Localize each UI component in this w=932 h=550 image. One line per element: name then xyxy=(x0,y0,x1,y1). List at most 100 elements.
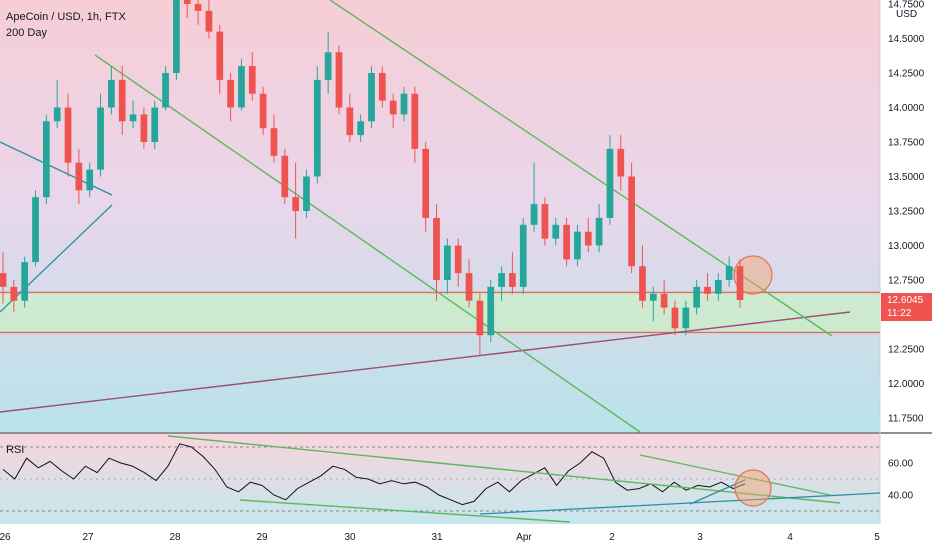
rsi-label[interactable]: RSI xyxy=(6,444,25,456)
candle-body xyxy=(173,0,180,74)
rsi-tick-label: 60.00 xyxy=(888,459,913,470)
candle-body xyxy=(628,176,635,267)
candle-body xyxy=(53,107,61,122)
price-tick-label: 12.7500 xyxy=(888,276,925,287)
candle-body xyxy=(682,307,690,329)
candle-body xyxy=(324,52,332,80)
ma-200-day-line[interactable] xyxy=(0,311,851,413)
candle-body xyxy=(639,266,646,301)
price-tick-label: 14.7500 xyxy=(888,0,925,11)
candle-body xyxy=(118,79,126,122)
candle-body xyxy=(422,148,430,218)
candle-body xyxy=(444,245,451,280)
rsi-highlight-circle[interactable] xyxy=(734,469,772,507)
candle-body xyxy=(563,224,570,260)
candle-body xyxy=(292,197,299,211)
candle-body xyxy=(108,79,115,108)
rsi-resistance-trendline[interactable] xyxy=(167,435,841,504)
price-tick-label: 12.2500 xyxy=(888,345,925,356)
currency-label: USD xyxy=(896,9,918,20)
candle-body xyxy=(346,107,354,136)
channel-lower-trendline[interactable] xyxy=(94,54,641,433)
highlight-circle[interactable] xyxy=(733,255,773,295)
candle-body xyxy=(671,307,679,329)
candle-body xyxy=(617,148,625,177)
last-price-badge: 12.6045 11:22 xyxy=(881,293,932,321)
candle-body xyxy=(183,0,191,4)
candle-body xyxy=(378,73,386,101)
price-tick-label: 14.0000 xyxy=(888,103,925,114)
rsi-support-trendline[interactable] xyxy=(239,499,571,523)
chart-header: ApeCoin / USD, 1h, FTX 200 Day xyxy=(6,9,126,41)
candle-body xyxy=(541,204,549,239)
price-tick-label: 14.5000 xyxy=(888,34,925,45)
time-tick-label: Apr xyxy=(516,532,532,543)
candle-body xyxy=(248,66,256,94)
candle-body xyxy=(151,107,159,142)
price-tick-label: 13.2500 xyxy=(888,207,925,218)
rsi-line[interactable] xyxy=(2,443,746,506)
candle-body xyxy=(552,224,560,239)
candle-body xyxy=(574,231,581,260)
indicator-label[interactable]: 200 Day xyxy=(6,27,47,39)
candle-body xyxy=(498,273,505,287)
descending-resistance-trendline[interactable] xyxy=(329,0,833,337)
candle-body xyxy=(725,266,733,280)
rsi-upper-trendline[interactable] xyxy=(639,454,831,496)
short-resistance-line[interactable] xyxy=(0,141,113,196)
time-tick-label: 31 xyxy=(431,532,443,543)
bar-countdown: 11:22 xyxy=(887,308,912,319)
candle-body xyxy=(411,93,419,149)
candle-body xyxy=(97,107,104,170)
candle-body xyxy=(368,73,375,122)
candle-body xyxy=(660,293,668,308)
candle-body xyxy=(465,273,473,301)
time-tick-label: 27 xyxy=(82,532,94,543)
candle-body xyxy=(216,31,224,80)
candle-body xyxy=(433,217,440,280)
candle-body xyxy=(335,52,343,108)
price-tick-label: 13.0000 xyxy=(888,241,925,252)
candle-body xyxy=(357,121,365,136)
last-price-value: 12.6045 xyxy=(887,295,924,306)
candle-body xyxy=(714,280,722,294)
candle-body xyxy=(0,273,7,287)
candle-body xyxy=(140,114,148,142)
candle-body xyxy=(75,162,83,191)
candle-body xyxy=(519,224,527,287)
support-zone[interactable] xyxy=(0,292,880,333)
rsi-tick-label: 40.00 xyxy=(888,491,913,502)
candle-body xyxy=(281,155,289,198)
candle-body xyxy=(129,114,137,122)
time-tick-label: 26 xyxy=(0,532,11,543)
candle-body xyxy=(584,231,592,246)
candle-body xyxy=(270,128,278,156)
candle-body xyxy=(693,286,701,308)
time-axis-background xyxy=(0,524,932,550)
candle-body xyxy=(476,300,484,336)
candle-body xyxy=(736,266,744,301)
symbol-title[interactable]: ApeCoin / USD, 1h, FTX xyxy=(6,11,126,23)
candle-body xyxy=(649,293,657,301)
candle-body xyxy=(454,245,462,274)
candle-body xyxy=(21,262,29,301)
candle-body xyxy=(32,197,39,263)
candle-body xyxy=(595,217,603,246)
candle-body xyxy=(259,93,267,129)
rsi-rising-line[interactable] xyxy=(479,492,881,515)
candle-body xyxy=(487,286,495,336)
candle-body xyxy=(227,79,234,108)
candle-body xyxy=(704,286,711,294)
candle-body xyxy=(509,273,516,287)
candle-body xyxy=(10,286,18,301)
price-tick-label: 11.7500 xyxy=(888,414,924,425)
candle-body xyxy=(530,204,538,225)
candle-body xyxy=(313,79,321,177)
time-tick-label: 29 xyxy=(256,532,268,543)
short-support-line[interactable] xyxy=(0,204,113,313)
candle-body xyxy=(205,10,213,32)
candle-body xyxy=(64,107,72,163)
candle-body xyxy=(42,121,50,198)
